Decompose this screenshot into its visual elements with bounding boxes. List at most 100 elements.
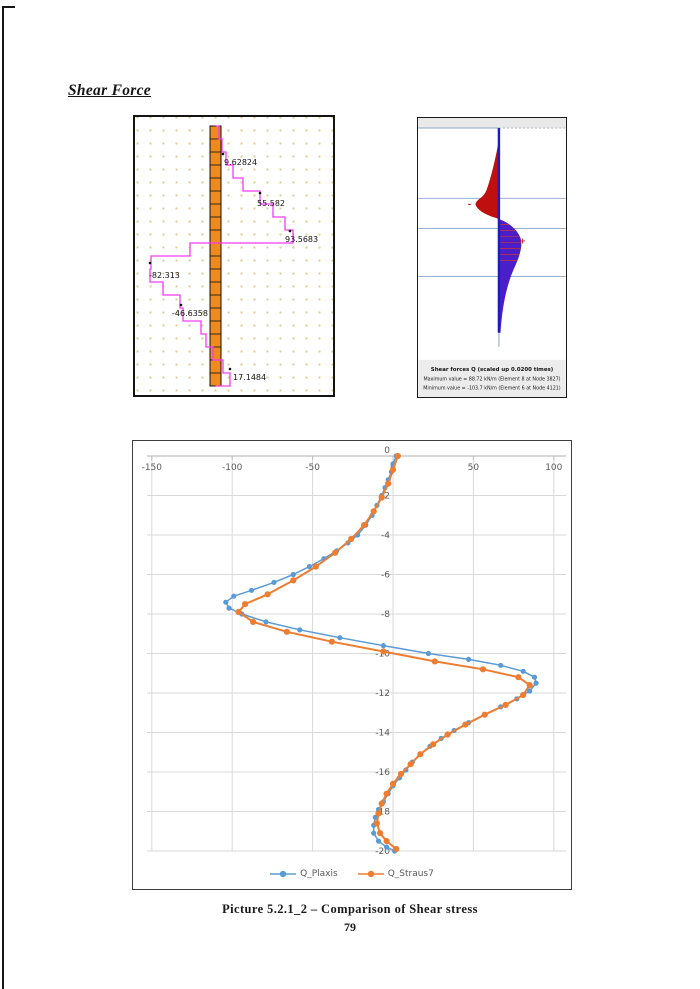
y-tick-label: -20 xyxy=(375,847,390,857)
series-marker-Q_Plaxis xyxy=(375,838,382,844)
y-tick-label: -10 xyxy=(375,650,390,660)
series-marker-Q_Straus7 xyxy=(377,830,384,837)
series-marker-Q_Plaxis xyxy=(248,587,255,593)
series-marker-Q_Plaxis xyxy=(371,830,377,836)
pile-line xyxy=(497,128,501,333)
y-tick-label: -12 xyxy=(375,689,390,699)
series-marker-Q_Straus7 xyxy=(394,452,401,460)
negative-shear-lobe xyxy=(475,142,499,219)
shear-value-label: 93.5683 xyxy=(285,235,318,244)
series-marker-Q_Straus7 xyxy=(235,608,242,616)
series-marker-Q_Straus7 xyxy=(515,674,522,681)
series-marker-Q_Straus7 xyxy=(378,800,385,807)
series-marker-Q_Straus7 xyxy=(520,691,527,699)
shear-step-outline xyxy=(149,125,294,387)
series-marker-Q_Plaxis xyxy=(384,844,390,850)
y-tick-label: -6 xyxy=(381,571,390,581)
series-marker-Q_Straus7 xyxy=(312,563,319,570)
value-dot xyxy=(258,191,262,195)
value-dot xyxy=(179,303,183,307)
plaxis-caption-min: Minimum value = -103.7 kN/m (Element 6 a… xyxy=(423,385,561,391)
series-marker-Q_Straus7 xyxy=(526,682,533,689)
series-marker-Q_Plaxis xyxy=(306,564,312,570)
series-marker-Q_Plaxis xyxy=(263,619,269,625)
legend-item-Q_Straus7: Q_Straus7 xyxy=(357,869,434,879)
value-dot xyxy=(228,367,232,371)
series-marker-Q_Straus7 xyxy=(264,591,271,598)
series-marker-Q_Plaxis xyxy=(380,643,386,649)
x-tick-label: 50 xyxy=(468,463,480,473)
series-marker-Q_Plaxis xyxy=(527,688,533,694)
minus-sign-marker: - xyxy=(468,199,471,208)
y-tick-label: -2 xyxy=(381,492,390,502)
series-marker-Q_Straus7 xyxy=(380,648,387,655)
value-dot xyxy=(221,152,225,156)
y-tick-label: -4 xyxy=(381,531,390,541)
series-marker-Q_Straus7 xyxy=(328,638,335,645)
page-border-line-horizontal xyxy=(2,6,15,8)
series-marker-Q_Straus7 xyxy=(389,780,397,787)
series-marker-Q_Straus7 xyxy=(481,711,488,718)
legend-label: Q_Plaxis xyxy=(300,869,338,879)
series-marker-Q_Plaxis xyxy=(271,579,277,585)
series-marker-Q_Plaxis xyxy=(223,599,229,605)
positive-shear-lobe xyxy=(498,218,522,333)
series-marker-Q_Plaxis xyxy=(520,668,526,674)
series-marker-Q_Straus7 xyxy=(242,601,249,608)
page-border-line-vertical xyxy=(2,6,4,989)
plaxis-caption-box xyxy=(418,359,566,397)
series-marker-Q_Plaxis xyxy=(231,593,237,599)
value-dot xyxy=(148,261,152,265)
series-marker-Q_Straus7 xyxy=(393,845,400,853)
shear-value-label: -46.6358 xyxy=(172,309,208,318)
value-dot xyxy=(288,229,292,233)
series-marker-Q_Straus7 xyxy=(375,810,382,817)
x-tick-label: -50 xyxy=(305,463,320,473)
series-marker-Q_Straus7 xyxy=(385,480,392,487)
plaxis-shear-diagram: - + Shear forces Q (scaled up 0.0200 tim… xyxy=(417,117,567,398)
legend-swatch xyxy=(357,870,384,878)
ground-surface-band xyxy=(418,118,566,129)
series-marker-Q_Straus7 xyxy=(407,761,414,768)
series-marker-Q_Straus7 xyxy=(283,628,290,635)
y-tick-label: -18 xyxy=(375,808,390,818)
plus-sign-marker: + xyxy=(519,236,526,245)
series-marker-Q_Straus7 xyxy=(479,666,487,673)
series-marker-Q_Straus7 xyxy=(502,701,509,708)
series-marker-Q_Straus7 xyxy=(361,522,368,529)
series-marker-Q_Plaxis xyxy=(533,680,539,686)
shear-value-label: -82.313 xyxy=(149,271,180,280)
series-marker-Q_Plaxis xyxy=(290,571,296,578)
series-marker-Q_Straus7 xyxy=(462,721,469,728)
plaxis-svg: - + Shear forces Q (scaled up 0.0200 tim… xyxy=(418,118,566,397)
page-number: 79 xyxy=(344,920,356,934)
shear-value-label: 9.62824 xyxy=(224,158,257,167)
y-tick-label: -16 xyxy=(375,768,390,778)
series-marker-Q_Plaxis xyxy=(297,627,303,633)
y-tick-label: 0 xyxy=(384,446,390,456)
series-marker-Q_Straus7 xyxy=(370,508,377,515)
series-marker-Q_Straus7 xyxy=(348,535,355,543)
y-tick-label: -14 xyxy=(375,729,390,739)
series-marker-Q_Straus7 xyxy=(383,838,390,845)
series-marker-Q_Straus7 xyxy=(378,494,385,501)
series-marker-Q_Plaxis xyxy=(466,656,472,662)
series-marker-Q_Straus7 xyxy=(290,577,297,584)
straus7-svg: 9.62824 55.582 93.5683 -82.313 -46.6358 17.14… xyxy=(148,125,318,387)
series-marker-Q_Plaxis xyxy=(531,674,538,680)
y-tick-label: -8 xyxy=(381,610,390,620)
series-marker-Q_Plaxis xyxy=(337,635,343,641)
series-marker-Q_Straus7 xyxy=(431,658,438,665)
legend-label: Q_Straus7 xyxy=(387,869,434,879)
series-marker-Q_Plaxis xyxy=(372,814,378,820)
picture-caption: Picture 5.2.1_2 – Comparison of Shear st… xyxy=(222,902,478,916)
plaxis-caption-title: Shear forces Q (scaled up 0.0200 times) xyxy=(431,367,553,373)
series-marker-Q_Straus7 xyxy=(250,618,257,625)
x-tick-label: -100 xyxy=(222,463,243,473)
series-marker-Q_Plaxis xyxy=(226,605,232,611)
legend-swatch xyxy=(270,870,297,878)
series-marker-Q_Straus7 xyxy=(373,820,380,827)
series-marker-Q_Straus7 xyxy=(444,731,451,738)
chart-legend: Q_Plaxis Q_Straus7 xyxy=(133,862,571,886)
series-marker-Q_Straus7 xyxy=(383,790,390,797)
